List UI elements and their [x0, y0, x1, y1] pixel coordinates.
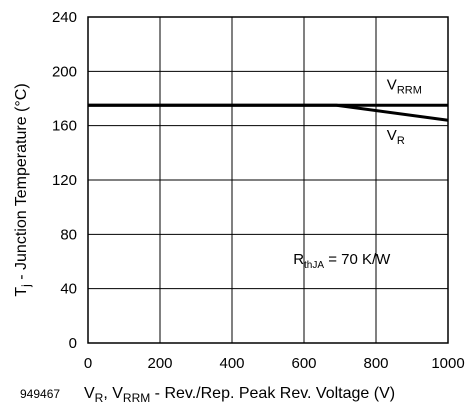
label-text: , V: [103, 385, 123, 402]
x-axis-title: VR​, VRRM​ - Rev./Rep. Peak Rev. Voltage…: [84, 385, 395, 405]
label-subscript: RRM: [397, 84, 422, 96]
label-text: - Junction Temperature (°C): [13, 83, 30, 284]
y-tick-label: 0: [69, 335, 77, 352]
y-tick-label: 160: [52, 118, 77, 135]
y-axis-title: Tj​ - Junction Temperature (°C): [13, 83, 33, 296]
rthja-annotation: RthJA​ = 70 K/W: [293, 251, 391, 271]
label-text: R: [293, 251, 304, 268]
series-label-vrrm: VRRM​: [387, 76, 422, 96]
label-text: - Rev./Rep. Peak Rev. Voltage (V): [150, 385, 395, 402]
series-group: [88, 103, 449, 122]
series-label-vr: VR​: [387, 127, 405, 147]
y-tick-label: 120: [52, 172, 77, 189]
series-line-v-r: [88, 103, 449, 122]
y-tick-label: 240: [52, 9, 77, 26]
label-subscript: R: [95, 391, 104, 405]
label-subscript: RRM: [123, 391, 150, 405]
plot-frame: [87, 16, 449, 344]
label-subscript: thJA: [304, 260, 324, 271]
label-subscript: R: [397, 135, 405, 147]
y-tick-label: 200: [52, 63, 77, 80]
x-tick-label: 400: [219, 355, 244, 372]
label-text: V: [387, 127, 397, 144]
label-text: T: [13, 287, 30, 297]
y-tick-label: 40: [60, 281, 77, 298]
label-subscript: j: [19, 284, 33, 288]
x-tick-label: 200: [147, 355, 172, 372]
label-text: V: [387, 76, 397, 93]
x-tick-label: 1000: [431, 355, 464, 372]
y-tick-label: 80: [60, 226, 77, 243]
label-text: = 70 K/W: [324, 251, 391, 268]
series-labels: VRRM​ VR​: [387, 76, 422, 147]
grid: [88, 17, 448, 343]
label-text: V: [84, 385, 95, 402]
x-tick-label: 800: [363, 355, 388, 372]
x-tick-label: 0: [84, 355, 92, 372]
annotations: RthJA​ = 70 K/W: [293, 251, 391, 271]
figure-id: 949467: [20, 387, 60, 401]
x-tick-label: 600: [291, 355, 316, 372]
tick-labels: 0 200 400 600 800 1000 0 40 80 120 160 200 240: [52, 9, 465, 372]
